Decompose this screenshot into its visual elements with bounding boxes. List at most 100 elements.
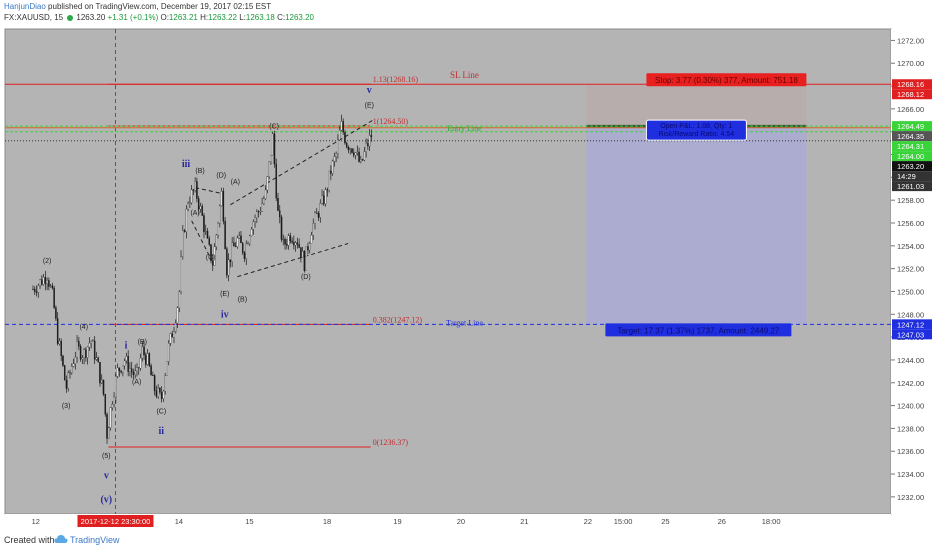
candle-body: [155, 390, 158, 397]
wave-label: (v): [100, 495, 112, 506]
candle-body: [261, 203, 263, 212]
candle-body: [42, 277, 45, 285]
y-tick-label: 1234.00: [897, 470, 924, 479]
wave-label: (B): [138, 339, 147, 346]
candle-body: [259, 211, 262, 213]
wave-label: i: [125, 341, 128, 352]
y-axis-area[interactable]: [891, 29, 932, 514]
candle-body: [127, 356, 129, 372]
wave-label: ii: [159, 426, 165, 437]
candle-body: [234, 245, 237, 247]
created-with-text: Created with: [4, 535, 55, 545]
trendline[interactable]: [237, 243, 349, 278]
price-tag[interactable]: [892, 79, 932, 90]
candle-body: [307, 246, 309, 251]
candle-body: [164, 375, 166, 392]
trendline[interactable]: [195, 187, 222, 194]
candle-body: [86, 346, 89, 358]
candle-body: [150, 365, 152, 376]
candle-body: [365, 143, 367, 152]
target-zone[interactable]: [586, 126, 807, 325]
candle-body: [159, 388, 161, 393]
candle-body: [187, 203, 189, 210]
target-line-label: Target Line: [446, 318, 483, 327]
wave-label: (E): [365, 103, 374, 110]
wave-label: (4): [79, 324, 88, 331]
candle-body: [277, 197, 279, 211]
wave-label: (A): [132, 379, 141, 386]
candle-body: [217, 223, 219, 236]
price-tag-label: 1261.03: [897, 182, 924, 191]
candle-body: [69, 372, 71, 374]
target-label-box[interactable]: [605, 323, 792, 337]
candle-body: [331, 160, 334, 174]
candle-body: [353, 152, 355, 156]
fib-level-label: 1(1264.50): [373, 117, 409, 126]
candle-body: [317, 213, 320, 218]
candle-body: [213, 246, 216, 266]
tradingview-brand[interactable]: TradingView: [70, 535, 120, 545]
candle-body: [37, 285, 40, 293]
price-tag[interactable]: [892, 161, 932, 172]
candle-body: [241, 242, 244, 253]
candle-body: [125, 356, 128, 362]
candle-body: [337, 139, 339, 154]
price-tag[interactable]: [892, 181, 932, 192]
price-tag[interactable]: [892, 121, 932, 132]
x-axis-area[interactable]: [5, 514, 891, 530]
candle-body: [330, 170, 332, 174]
open-pnl-box[interactable]: [645, 119, 747, 141]
candle-body: [319, 203, 322, 218]
price-tag-label: 1264.49: [897, 122, 924, 131]
candle-body: [282, 239, 285, 241]
price-tag[interactable]: [892, 89, 932, 100]
price-tag-label: 1264.00: [897, 152, 924, 161]
x-tick-label: 15: [245, 517, 253, 526]
y-tick-label: 1248.00: [897, 310, 924, 319]
candle-body: [136, 367, 138, 371]
trendline[interactable]: [191, 220, 212, 259]
y-tick-label: 1272.00: [897, 36, 924, 45]
author-link[interactable]: HanjunDiao: [4, 2, 46, 11]
candle-body: [215, 234, 218, 248]
candle-body: [92, 340, 94, 342]
candle-body: [100, 379, 103, 384]
price-tag[interactable]: [892, 151, 932, 162]
price-tag[interactable]: [892, 319, 932, 330]
candle-body: [312, 223, 314, 236]
price-tag[interactable]: [892, 131, 932, 142]
price-chart[interactable]: 1232.00 1234.00 1236.00 1238.00 1240.00 1242.…: [0, 26, 932, 530]
candle-body: [314, 212, 316, 224]
y-tick-label: 1254.00: [897, 242, 924, 251]
candle-body: [113, 396, 115, 405]
candle-body: [220, 190, 223, 207]
candle-body: [266, 176, 269, 191]
wave-label: (2): [43, 258, 52, 265]
candle-body: [194, 181, 196, 191]
price-tag[interactable]: [892, 141, 932, 152]
candle-body: [303, 251, 306, 271]
candle-body: [256, 211, 258, 219]
candle-body: [146, 353, 149, 365]
candle-body: [71, 366, 73, 373]
wave-label: (3): [62, 403, 71, 410]
wave-label: (C): [156, 409, 166, 416]
stop-zone[interactable]: [586, 84, 807, 127]
stop-label-box[interactable]: [646, 73, 807, 87]
candle-body: [203, 215, 205, 233]
candle-body: [67, 372, 70, 389]
candle-body: [291, 240, 293, 243]
candle-body: [78, 341, 80, 347]
price-tag-label: 1264.35: [897, 132, 924, 141]
y-tick-label: 1232.00: [897, 493, 924, 502]
published-text: published on TradingView.com, December 1…: [48, 2, 272, 11]
candle-body: [236, 237, 239, 247]
price-tag[interactable]: [892, 329, 932, 340]
candle-body: [240, 235, 242, 244]
candle-body: [173, 331, 175, 338]
price-tag-label: 1263.20: [897, 162, 924, 171]
candle-body: [278, 210, 281, 218]
candle-body: [76, 341, 78, 358]
price-tag[interactable]: [892, 171, 932, 182]
candle-body: [83, 349, 85, 358]
